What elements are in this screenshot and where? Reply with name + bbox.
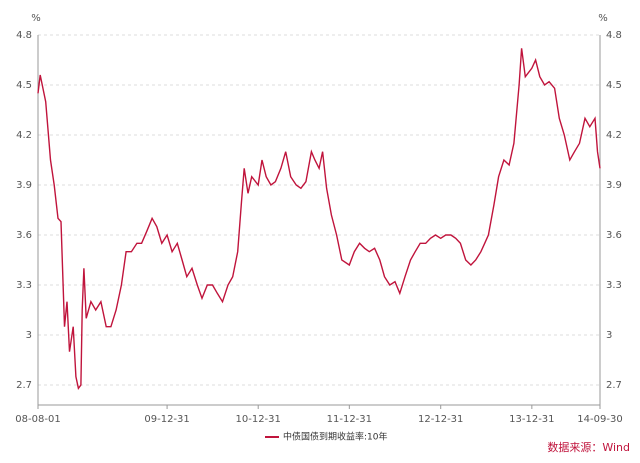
- y2-tick-label: 3: [606, 330, 612, 341]
- x-tick-label: 09-12-31: [144, 414, 189, 425]
- y2-tick-label: 3.9: [606, 180, 622, 191]
- legend-label: 中债国债到期收益率:10年: [283, 431, 388, 443]
- y-unit: %: [31, 13, 41, 24]
- y-tick-label: 3: [26, 330, 32, 341]
- x-tick-label: 14-09-30: [577, 414, 622, 425]
- line-series: [37, 48, 601, 390]
- x-tick-label: 12-12-31: [418, 414, 463, 425]
- y2-unit: %: [598, 13, 608, 24]
- y2-tick-label: 2.7: [606, 380, 622, 391]
- y-tick-label: 3.9: [16, 180, 32, 191]
- y2-tick-label: 3.3: [606, 280, 622, 291]
- x-tick-label: 11-12-31: [327, 414, 372, 425]
- y-tick-label: 4.5: [16, 80, 32, 91]
- source-note: 数据来源：Wind: [547, 440, 630, 454]
- x-tick-label: 08-08-01: [15, 414, 60, 425]
- y2-tick-label: 4.5: [606, 80, 622, 91]
- y2-tick-label: 4.8: [606, 30, 622, 41]
- y2-tick-label: 4.2: [606, 130, 622, 141]
- y-tick-label: 4.8: [16, 30, 32, 41]
- x-tick-label: 13-12-31: [509, 414, 554, 425]
- y-tick-label: 3.3: [16, 280, 32, 291]
- y-tick-label: 3.6: [16, 230, 32, 241]
- y2-tick-label: 3.6: [606, 230, 622, 241]
- x-tick-label: 10-12-31: [236, 414, 281, 425]
- y-tick-label: 2.7: [16, 380, 32, 391]
- y-tick-label: 4.2: [16, 130, 32, 141]
